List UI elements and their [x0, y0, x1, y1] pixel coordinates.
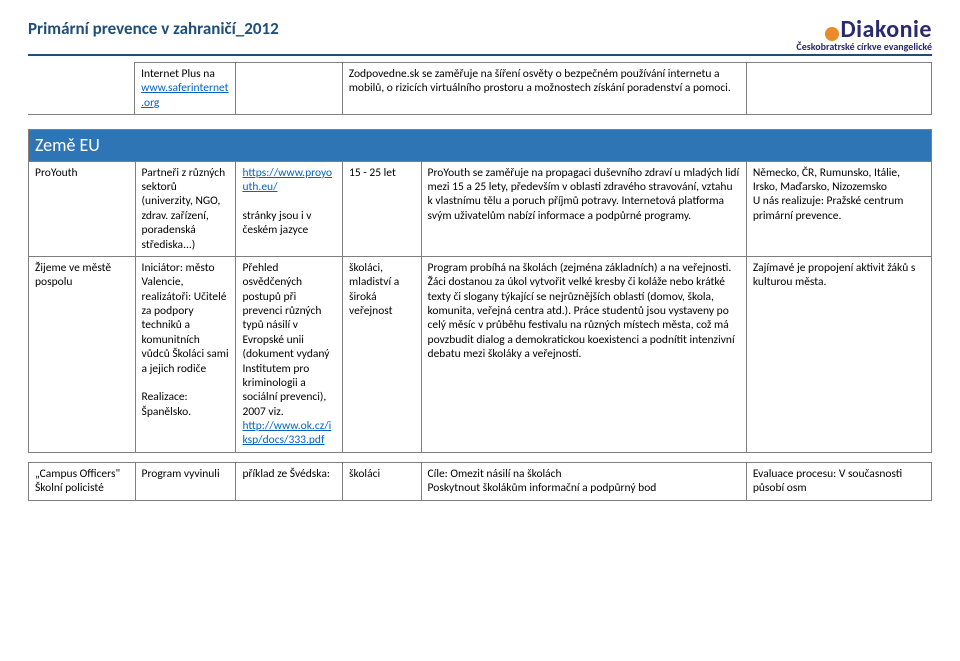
r3-c4: Cíle: Omezit násilí na školách Poskytnou… [421, 462, 746, 500]
r2-c5: Zajímavé je propojení aktivit žáků s kul… [746, 256, 931, 452]
empty-cell [28, 63, 135, 115]
r2-c3: školáci, mladiství a široká veřejnost [343, 256, 422, 452]
top-fragment-table: Internet Plus na www.saferinternet.org Z… [28, 62, 932, 115]
r3-c3: školáci [343, 462, 422, 500]
r3-c1: Program vyvinuli [135, 462, 236, 500]
table-row: Žijeme ve městě pospolu Iniciátor: město… [29, 256, 932, 452]
r1-c4: ProYouth se zaměřuje na propagaci duševn… [421, 161, 746, 256]
r2-c4: Program probíhá na školách (zejména zákl… [421, 256, 746, 452]
top-c3: Zodpovedne.sk se zaměřuje na šíření osvě… [342, 63, 746, 115]
top-c1: Internet Plus na www.saferinternet.org [135, 63, 236, 115]
r3-c0: „Campus Officers" Školní policisté [29, 462, 136, 500]
page-header: Primární prevence v zahraničí_2012 Diako… [28, 18, 932, 56]
logo: Diakonie Českobratrské církve evangelick… [796, 18, 932, 52]
saferinternet-link[interactable]: www.saferinternet.org [141, 81, 228, 109]
section-title: Země EU [29, 130, 932, 162]
r2-c0: Žijeme ve městě pospolu [29, 256, 136, 452]
doc-title: Primární prevence v zahraničí_2012 [28, 18, 279, 39]
empty-cell [746, 63, 931, 115]
table-row: ProYouth Partneři z různých sektorů (uni… [29, 161, 932, 256]
r1-c1: Partneři z různých sektorů (univerzity, … [135, 161, 236, 256]
r2-c2: Přehled osvědčených postupů při prevenci… [236, 256, 343, 452]
r1-c2: https://www.proyouth.eu/ stránky jsou i … [236, 161, 343, 256]
r1-c5: Německo, ČR, Rumunsko, Itálie, Irsko, Ma… [746, 161, 931, 256]
main-table: Země EU ProYouth Partneři z různých sekt… [28, 129, 932, 500]
table-row: „Campus Officers" Školní policisté Progr… [29, 462, 932, 500]
logo-sub: Českobratrské církve evangelické [796, 42, 932, 52]
r2-c1: Iniciátor: město Valencie, realizátoři: … [135, 256, 236, 452]
r3-c2: příklad ze Švédska: [236, 462, 343, 500]
spacer-row [29, 452, 932, 462]
proyouth-link[interactable]: https://www.proyouth.eu/ [242, 166, 332, 194]
r3-c5: Evaluace procesu: V současnosti působí o… [746, 462, 931, 500]
r1-c0: ProYouth [29, 161, 136, 256]
empty-cell [236, 63, 343, 115]
iksp-link[interactable]: http://www.ok.cz/iksp/docs/333.pdf [242, 419, 331, 447]
r1-c3: 15 - 25 let [343, 161, 422, 256]
